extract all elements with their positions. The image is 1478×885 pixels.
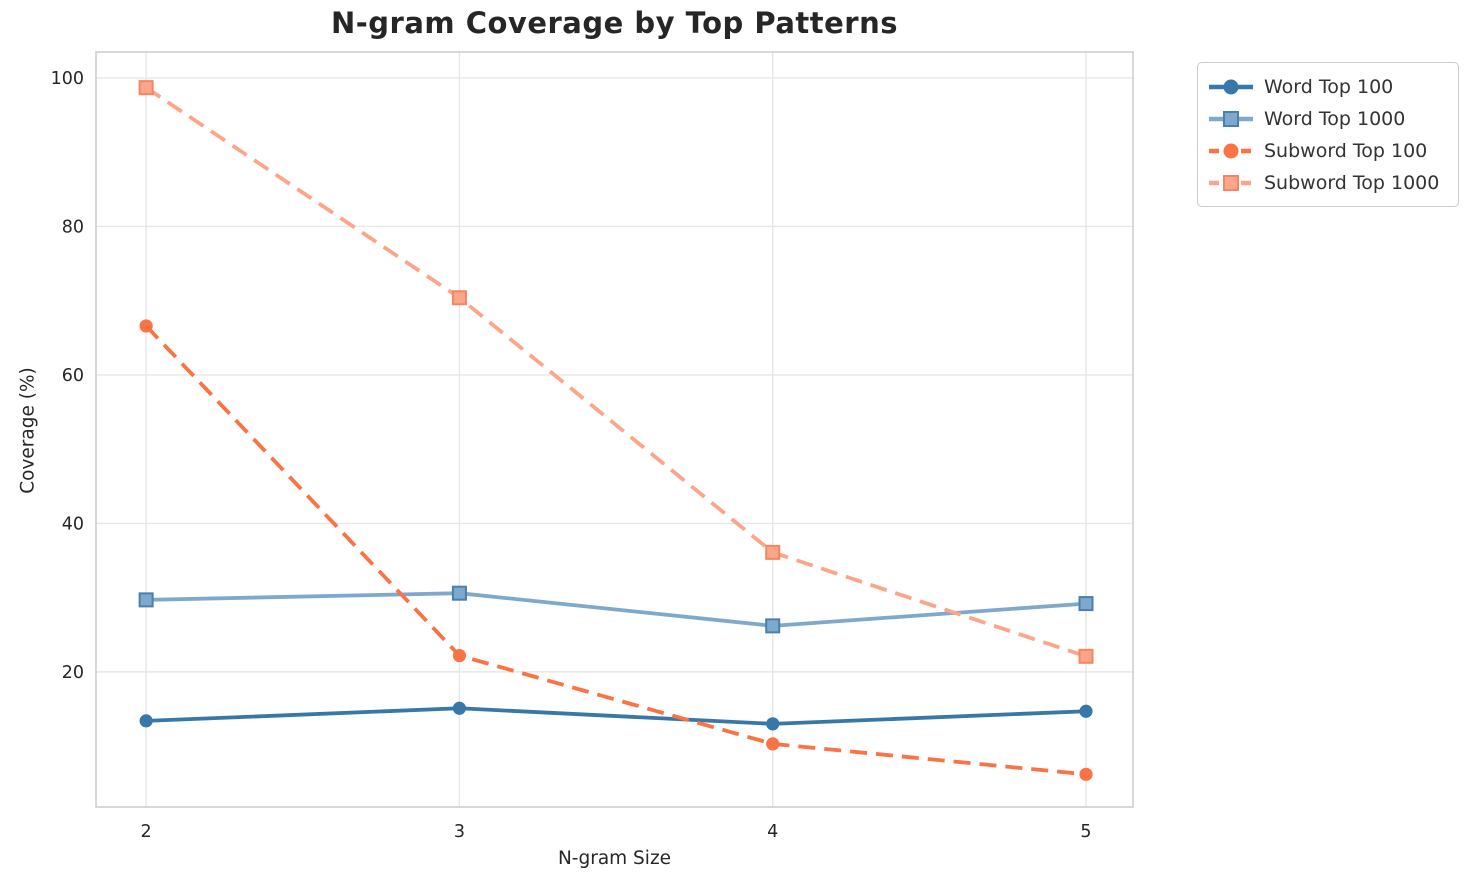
x-tick-label: 3 [454,822,465,842]
series-line [145,86,1087,659]
data-point [451,290,467,306]
series-word-top-100 [139,701,1093,731]
data-point [1078,648,1094,664]
x-tick-label: 5 [1080,822,1091,842]
legend-swatch-subword-top-100-icon [1208,140,1254,162]
series-line [146,706,1087,726]
series-line [144,324,1087,777]
data-point [139,714,153,728]
data-point [139,319,153,333]
legend-item-word-top-100: Word Top 100 [1208,73,1446,100]
legend-swatch-word-top-1000-icon [1208,108,1254,130]
legend-swatch-word-top-100-icon [1208,76,1254,98]
series-line [146,591,1087,628]
legend-label: Subword Top 1000 [1264,171,1440,194]
legend-item-subword-top-100: Subword Top 100 [1208,137,1446,164]
legend-swatch-subword-top-1000-icon [1208,172,1254,194]
y-axis-label: Coverage (%) [17,367,39,494]
y-tick-label: 40 [62,514,84,534]
legend: Word Top 100 Word Top 1000 Subword Top 1… [1197,62,1459,207]
data-point [138,592,154,608]
data-point [452,648,467,663]
data-point [451,585,467,601]
data-point [1079,704,1093,718]
data-point [138,80,154,96]
data-point [765,544,781,560]
legend-label: Word Top 100 [1264,75,1394,98]
legend-label: Subword Top 100 [1264,139,1428,162]
x-tick-label: 4 [767,822,778,842]
data-point [1078,596,1094,612]
legend-label: Word Top 1000 [1264,107,1406,130]
legend-item-subword-top-1000: Subword Top 1000 [1208,169,1446,196]
y-tick-label: 80 [62,217,84,237]
series-subword-top-1000 [138,80,1094,664]
series-word-top-1000 [138,585,1094,634]
data-point [765,618,781,634]
legend-item-word-top-1000: Word Top 1000 [1208,105,1446,132]
data-point [766,737,780,751]
axis-spines [95,51,1134,808]
data-point [1079,767,1093,781]
y-tick-label: 20 [62,663,84,683]
x-tick-label: 2 [141,822,152,842]
data-point [452,701,467,715]
series-subword-top-100 [139,319,1093,781]
y-tick-label: 60 [62,366,84,386]
y-tick-label: 100 [51,69,84,89]
data-point [766,717,780,731]
x-axis-label: N-gram Size [557,848,672,869]
chart-title: N-gram Coverage by Top Patterns [330,6,899,40]
